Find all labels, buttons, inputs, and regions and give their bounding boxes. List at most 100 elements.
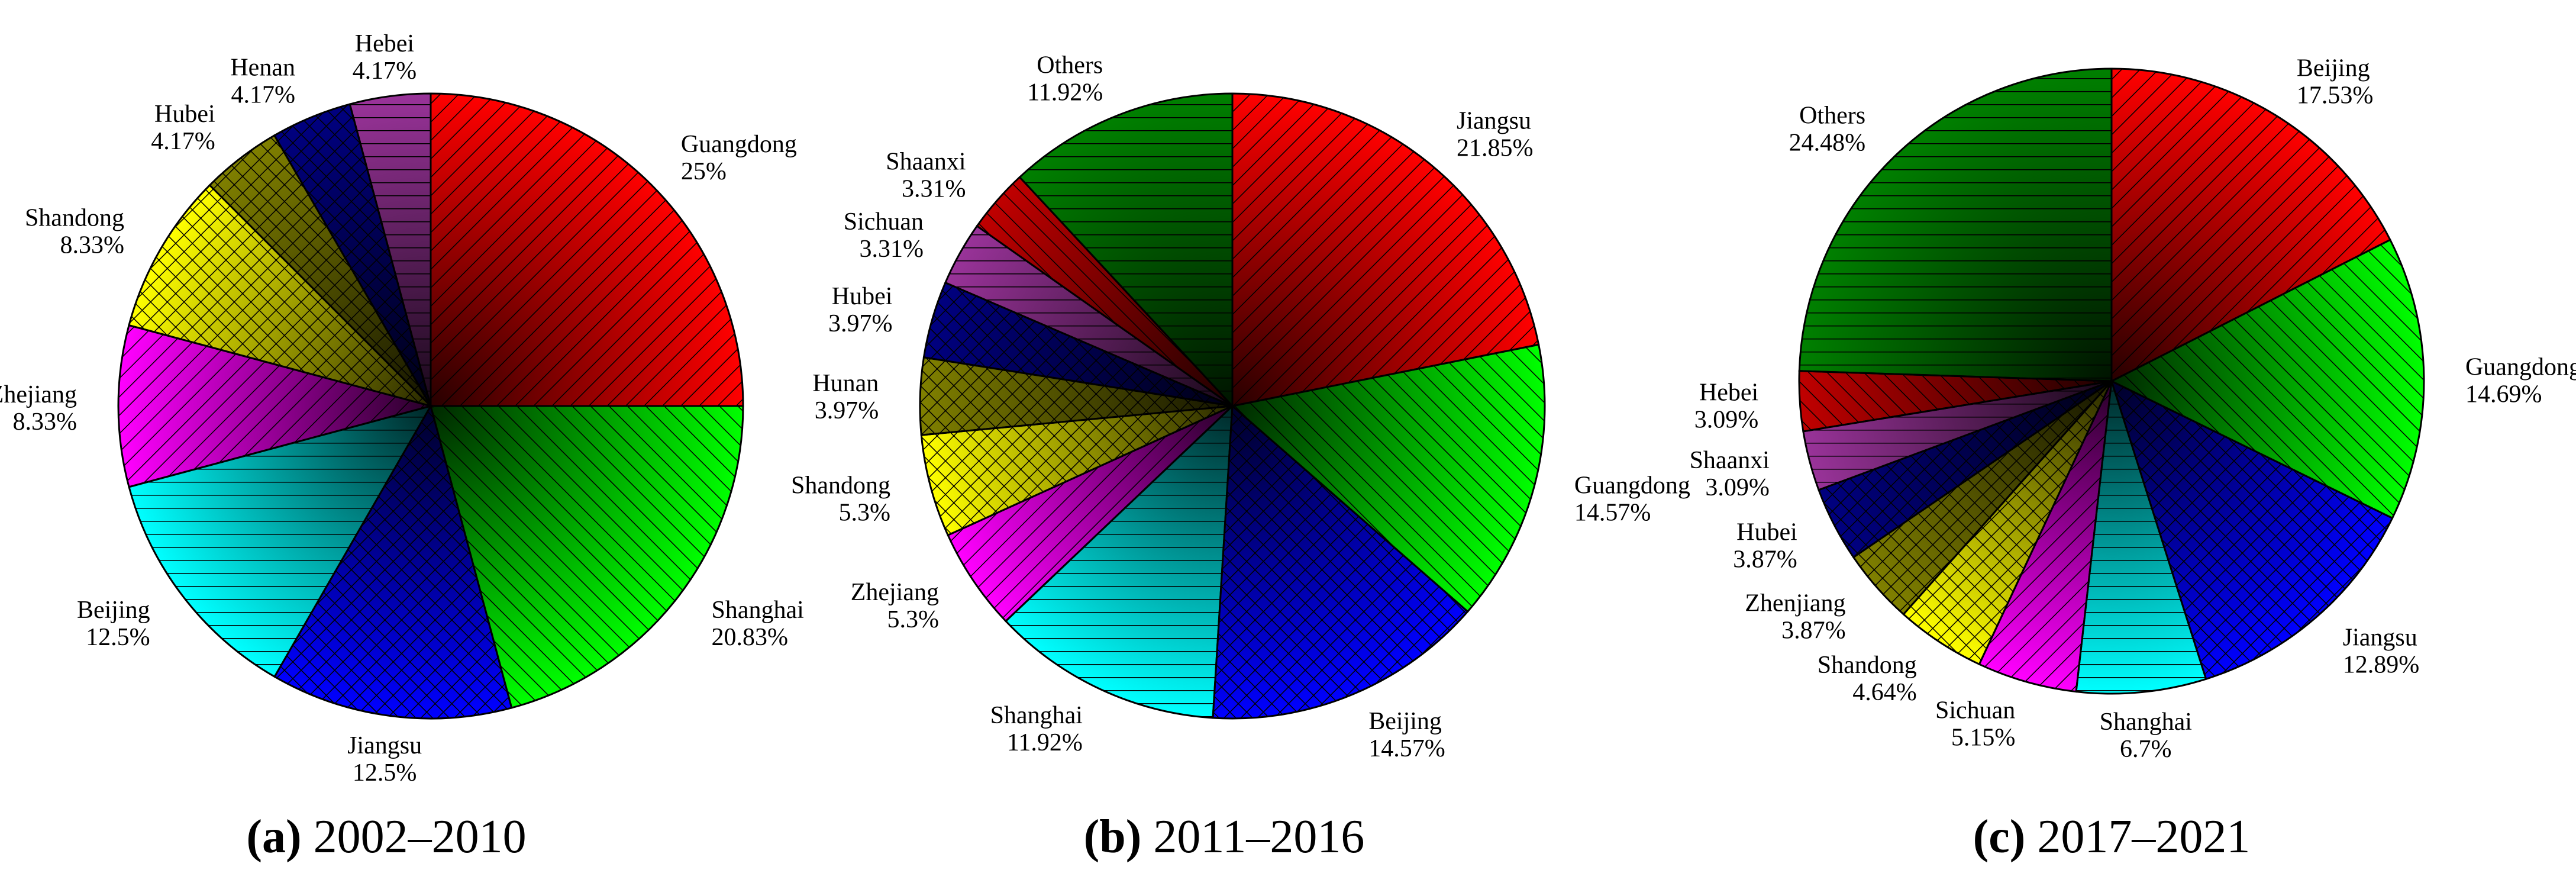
slice-label: Hunan — [812, 370, 879, 397]
slice-value-label: 12.89% — [2343, 652, 2420, 679]
slice-hatch — [348, 92, 432, 407]
slice-label: Shaanxi — [886, 149, 966, 176]
slice-hatch — [1018, 92, 1234, 408]
slice-hatch — [1231, 92, 1540, 407]
slice-label: Shaanxi — [1690, 447, 1770, 474]
slice-hatch — [2110, 67, 2391, 383]
slice-hatch — [1212, 404, 1469, 720]
slice-value-label: 8.33% — [13, 408, 78, 436]
slice-hatch — [920, 405, 1233, 537]
slice-value-label: 12.5% — [353, 759, 417, 787]
pie — [117, 92, 744, 720]
slice-label: Hebei — [1699, 379, 1758, 406]
slice-label: Shandong — [1818, 652, 1917, 679]
caption-panel: (a) — [246, 811, 301, 863]
slice-label: Zhejiang — [0, 381, 77, 408]
slice-value-label: 5.3% — [839, 500, 891, 527]
slice-hatch — [1004, 404, 1234, 719]
slice-hatch — [1978, 381, 2113, 693]
slice-label: Beijing — [1368, 708, 1442, 735]
slice-value-label: 3.87% — [1781, 617, 1846, 644]
slice-label: Beijing — [2297, 54, 2370, 82]
slice-value-label: 4.17% — [231, 82, 295, 109]
caption-space — [302, 811, 314, 863]
slice-hatch — [2075, 381, 2207, 695]
slice-label: Hebei — [355, 30, 414, 57]
slice-value-label: 4.17% — [151, 128, 215, 155]
slice-value-label: 8.33% — [60, 231, 124, 259]
caption-panel: (b) — [1084, 811, 1142, 863]
slice-label: Shandong — [25, 204, 124, 231]
slice-label: Hubei — [1736, 519, 1797, 546]
caption-panel: (c) — [1973, 811, 2026, 863]
slice-value-label: 3.97% — [815, 397, 879, 424]
slice-value-label: 17.53% — [2297, 82, 2374, 109]
slice-label: Shanghai — [990, 702, 1083, 729]
slice-label: Others — [1799, 102, 1865, 129]
slice-value-label: 3.09% — [1694, 406, 1759, 433]
slice-value-label: 24.48% — [1789, 129, 1866, 156]
slice-label: Sichuan — [844, 208, 924, 236]
slice-value-label: 3.09% — [1705, 474, 1770, 501]
slice-hatch — [128, 404, 433, 678]
caption-title: 2017–2021 — [2037, 811, 2250, 863]
slice-label: Shanghai — [711, 597, 803, 624]
slice-label: Zhenjiang — [1745, 589, 1845, 617]
slice-value-label: 3.31% — [902, 176, 966, 203]
slice-label: Shandong — [791, 472, 890, 500]
slice-value-label: 3.97% — [828, 310, 893, 337]
caption-title: 2002–2010 — [314, 811, 527, 863]
slice-label: Hubei — [154, 101, 215, 128]
slice-label: Henan — [230, 54, 295, 82]
caption: (b) 2011–2016 — [1084, 811, 1365, 863]
slice-hatch — [273, 404, 513, 720]
slice-value-label: 12.5% — [86, 624, 150, 651]
slice-hatch — [1230, 343, 1546, 613]
slice-value-label: 5.15% — [1951, 724, 2016, 751]
slice-value-label: 4.17% — [353, 57, 417, 85]
slice-label: Beijing — [77, 597, 150, 624]
slice-value-label: 3.87% — [1733, 546, 1797, 574]
caption-space — [2025, 811, 2037, 863]
slice-label: Zhejiang — [851, 579, 939, 606]
slice-value-label: 14.57% — [1574, 500, 1651, 527]
slice-label: Guangdong — [681, 131, 797, 158]
slice-label: Hubei — [832, 283, 893, 310]
slice-hatch — [947, 405, 1234, 623]
slice-value-label: 25% — [681, 158, 727, 185]
slice-value-label: 14.57% — [1368, 735, 1445, 762]
pie — [919, 92, 1546, 720]
slice-hatch — [117, 324, 434, 488]
slice-value-label: 11.92% — [1027, 79, 1103, 106]
caption-space — [1141, 811, 1153, 863]
slice-label: Jiangsu — [2343, 624, 2417, 652]
caption-title: 2011–2016 — [1153, 811, 1364, 863]
slice-hatch — [128, 183, 434, 408]
slice-label: Others — [1037, 51, 1103, 79]
slice-value-label: 4.64% — [1852, 679, 1917, 706]
slice-hatch — [430, 405, 744, 709]
caption: (c) 2017–2021 — [1973, 811, 2251, 863]
slice-value-label: 3.31% — [860, 236, 924, 263]
slice-hatch — [430, 92, 744, 407]
slice-label: Guangdong — [2465, 353, 2576, 381]
pie — [1798, 67, 2425, 695]
slice-value-label: 11.92% — [1007, 729, 1083, 756]
slice-hatch — [2110, 379, 2394, 681]
slice-label: Sichuan — [1935, 697, 2015, 724]
slice-label: Jiangsu — [347, 732, 422, 759]
slice-value-label: 20.83% — [711, 624, 788, 651]
slice-value-label: 21.85% — [1457, 134, 1534, 162]
slice-label: Guangdong — [1574, 472, 1690, 500]
slice-label: Jiangsu — [1457, 107, 1531, 134]
caption: (a) 2002–2010 — [246, 811, 526, 863]
slice-hatch — [2109, 239, 2425, 520]
slice-hatch — [1902, 381, 2113, 666]
slice-value-label: 14.69% — [2465, 381, 2542, 408]
slice-hatch — [1798, 67, 2113, 382]
slice-value-label: 5.3% — [887, 606, 940, 633]
slice-value-label: 6.7% — [2120, 736, 2172, 763]
slice-label: Shanghai — [2100, 708, 2192, 736]
